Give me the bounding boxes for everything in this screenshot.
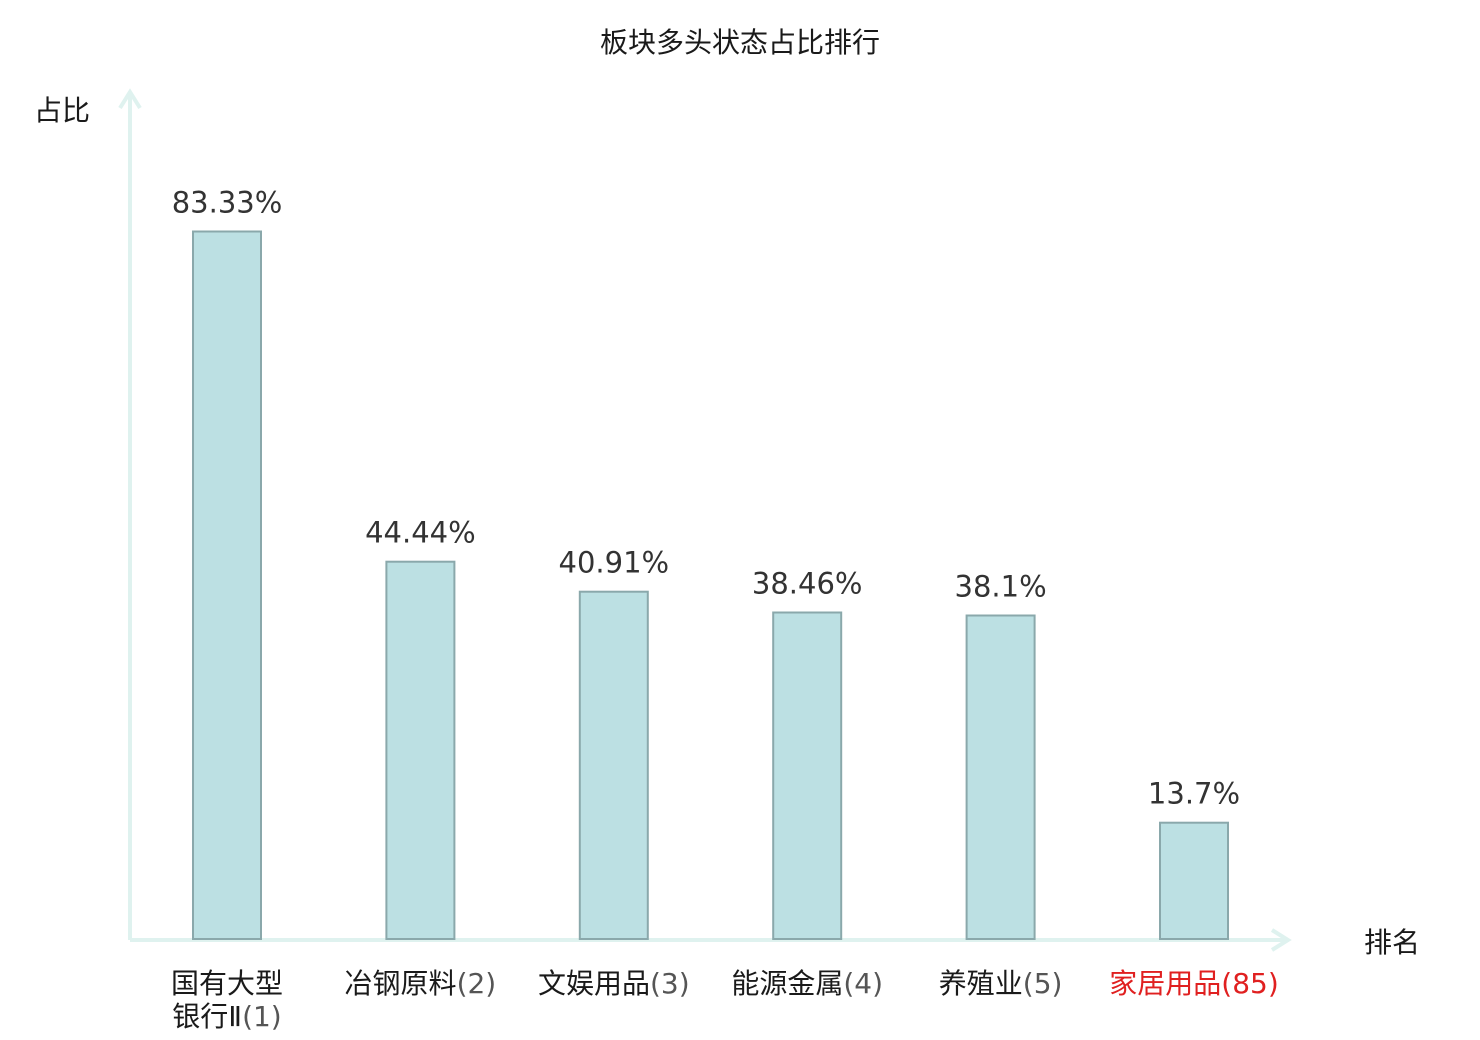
data-label: 38.46% [752, 567, 863, 601]
x-tick-label-rank: (2) [457, 967, 497, 1000]
x-tick-label-name: 养殖业 [939, 967, 1023, 1000]
bar [965, 614, 1036, 940]
x-tick-label-rank: (3) [650, 967, 690, 1000]
data-label: 44.44% [365, 516, 476, 550]
chart-title: 板块多头状态占比排行 [600, 26, 880, 59]
y-axis [118, 88, 142, 940]
bar [578, 590, 649, 940]
x-tick-label-name-line2: 银行Ⅱ [172, 1000, 242, 1033]
x-tick-label-name-line1: 国有大型 [171, 967, 283, 1000]
x-tick-label-rank: (5) [1023, 967, 1063, 1000]
x-tick-labels: 国有大型银行Ⅱ(1) 冶钢原料(2) 文娱用品(3) 能源金属(4) 养殖业(5) 家居用… [171, 967, 1279, 1033]
x-tick-label: 养殖业(5) [939, 967, 1063, 1000]
x-tick-label-name: 家居用品 [1109, 967, 1221, 1000]
x-tick-label-rank: (4) [843, 967, 883, 1000]
y-axis-label: 占比 [34, 94, 90, 127]
bar [772, 611, 843, 940]
bars [192, 230, 1229, 941]
x-tick-label: 家居用品(85) [1109, 967, 1279, 1000]
bar [385, 560, 456, 940]
value-labels: 83.33% 44.44% 40.91% 38.46% 38.1% 13.7% [172, 186, 1240, 811]
x-tick-label: 国有大型银行Ⅱ(1) [171, 967, 283, 1033]
data-label: 38.1% [955, 570, 1047, 604]
x-tick-label-name: 冶钢原料 [345, 967, 457, 1000]
x-axis-label: 排名 [1364, 926, 1420, 959]
x-tick-label-rank: (1) [242, 1000, 282, 1033]
data-label: 13.7% [1148, 777, 1240, 811]
y-axis-arrow [118, 88, 142, 110]
x-axis-arrow [1270, 928, 1292, 952]
x-tick-label: 冶钢原料(2) [345, 967, 497, 1000]
data-label: 83.33% [172, 186, 283, 220]
data-label: 40.91% [559, 546, 670, 580]
x-tick-label-rank: (85) [1221, 967, 1278, 1000]
x-axis [130, 928, 1292, 952]
x-tick-label-name: 文娱用品 [538, 967, 650, 1000]
bar [192, 230, 262, 940]
x-tick-label: 文娱用品(3) [538, 967, 690, 1000]
x-tick-label: 能源金属(4) [731, 967, 883, 1000]
x-tick-label-name: 能源金属 [731, 967, 843, 1000]
bar [1159, 821, 1229, 941]
